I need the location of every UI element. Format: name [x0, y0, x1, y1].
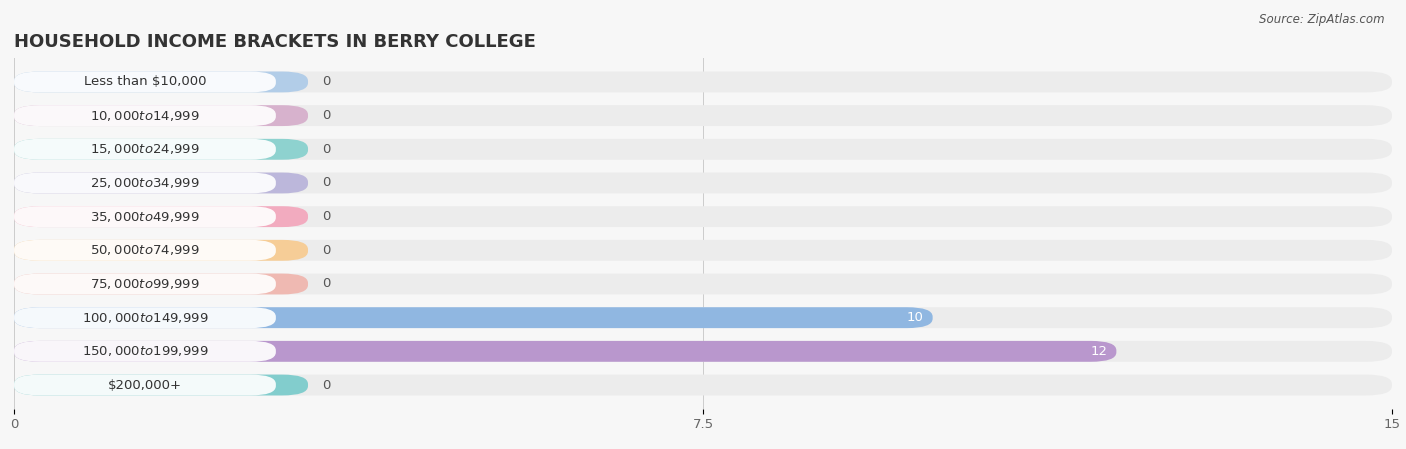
Text: $75,000 to $99,999: $75,000 to $99,999: [90, 277, 200, 291]
FancyBboxPatch shape: [14, 240, 308, 261]
FancyBboxPatch shape: [14, 71, 1392, 92]
Text: $100,000 to $149,999: $100,000 to $149,999: [82, 311, 208, 325]
Text: $50,000 to $74,999: $50,000 to $74,999: [90, 243, 200, 257]
Text: $200,000+: $200,000+: [108, 379, 181, 392]
FancyBboxPatch shape: [14, 105, 276, 126]
Text: 0: 0: [322, 210, 330, 223]
Text: 0: 0: [322, 244, 330, 257]
FancyBboxPatch shape: [14, 139, 308, 160]
Text: 10: 10: [907, 311, 924, 324]
FancyBboxPatch shape: [14, 307, 932, 328]
FancyBboxPatch shape: [14, 206, 1392, 227]
FancyBboxPatch shape: [14, 307, 276, 328]
FancyBboxPatch shape: [14, 172, 276, 194]
FancyBboxPatch shape: [14, 71, 308, 92]
FancyBboxPatch shape: [14, 341, 1116, 362]
FancyBboxPatch shape: [14, 139, 1392, 160]
FancyBboxPatch shape: [14, 341, 1392, 362]
FancyBboxPatch shape: [14, 307, 1392, 328]
FancyBboxPatch shape: [14, 374, 308, 396]
Text: 0: 0: [322, 75, 330, 88]
FancyBboxPatch shape: [14, 273, 308, 295]
Text: $35,000 to $49,999: $35,000 to $49,999: [90, 210, 200, 224]
FancyBboxPatch shape: [14, 374, 1392, 396]
Text: $25,000 to $34,999: $25,000 to $34,999: [90, 176, 200, 190]
FancyBboxPatch shape: [14, 206, 308, 227]
Text: HOUSEHOLD INCOME BRACKETS IN BERRY COLLEGE: HOUSEHOLD INCOME BRACKETS IN BERRY COLLE…: [14, 33, 536, 51]
FancyBboxPatch shape: [14, 341, 276, 362]
Text: $150,000 to $199,999: $150,000 to $199,999: [82, 344, 208, 358]
FancyBboxPatch shape: [14, 105, 308, 126]
FancyBboxPatch shape: [14, 172, 308, 194]
Text: 0: 0: [322, 379, 330, 392]
Text: 0: 0: [322, 176, 330, 189]
Text: 0: 0: [322, 277, 330, 291]
FancyBboxPatch shape: [14, 240, 276, 261]
FancyBboxPatch shape: [14, 139, 276, 160]
Text: $15,000 to $24,999: $15,000 to $24,999: [90, 142, 200, 156]
FancyBboxPatch shape: [14, 172, 1392, 194]
FancyBboxPatch shape: [14, 240, 1392, 261]
FancyBboxPatch shape: [14, 71, 276, 92]
Text: Source: ZipAtlas.com: Source: ZipAtlas.com: [1260, 13, 1385, 26]
Text: Less than $10,000: Less than $10,000: [84, 75, 207, 88]
Text: 0: 0: [322, 143, 330, 156]
Text: $10,000 to $14,999: $10,000 to $14,999: [90, 109, 200, 123]
Text: 12: 12: [1090, 345, 1107, 358]
FancyBboxPatch shape: [14, 374, 276, 396]
FancyBboxPatch shape: [14, 273, 1392, 295]
Text: 0: 0: [322, 109, 330, 122]
FancyBboxPatch shape: [14, 105, 1392, 126]
FancyBboxPatch shape: [14, 273, 276, 295]
FancyBboxPatch shape: [14, 206, 276, 227]
